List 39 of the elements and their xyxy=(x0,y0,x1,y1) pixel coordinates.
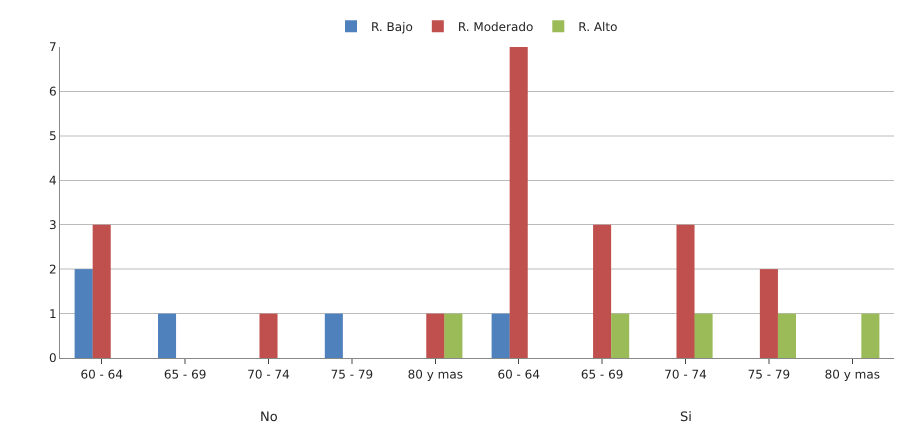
y-tick-label: 2 xyxy=(48,262,57,276)
legend-label: R. Moderado xyxy=(458,20,534,34)
bar xyxy=(444,314,462,358)
x-tick-label: 60 - 64 xyxy=(80,367,123,382)
bar xyxy=(324,314,343,358)
bar xyxy=(426,314,444,358)
text: No xyxy=(260,410,278,425)
y-tick-label: 4 xyxy=(48,173,57,188)
bar xyxy=(74,269,93,358)
bar xyxy=(593,224,612,358)
bar xyxy=(158,314,176,358)
y-tick-label: 6 xyxy=(48,84,57,99)
bar xyxy=(694,314,713,358)
bar xyxy=(510,47,528,358)
x-tick-label: 65 - 69 xyxy=(164,367,206,382)
legend-label: R. Alto xyxy=(578,20,618,34)
x-tick-label: 80 y mas xyxy=(408,367,463,382)
y-tick-label: 0 xyxy=(48,351,57,366)
y-tick-label: 5 xyxy=(48,129,57,144)
y-tick-label: 1 xyxy=(48,306,57,321)
bar xyxy=(259,314,278,358)
bar xyxy=(92,224,111,358)
bar xyxy=(778,314,796,358)
x-tick-label: 70 - 74 xyxy=(664,367,707,382)
bar xyxy=(492,314,510,358)
bar xyxy=(861,314,880,358)
x-tick-label: 80 y mas xyxy=(824,367,880,382)
bar xyxy=(611,314,630,358)
y-tick-label: 7 xyxy=(48,40,57,54)
x-tick-label: 65 - 69 xyxy=(580,367,624,382)
bar xyxy=(676,224,695,358)
text: Si xyxy=(680,410,692,425)
x-tick-label: 75 - 79 xyxy=(748,367,790,382)
x-tick-label: 75 - 79 xyxy=(330,367,374,382)
y-tick-label: 3 xyxy=(48,218,57,232)
bar xyxy=(760,269,778,358)
x-tick-label: 70 - 74 xyxy=(247,367,290,382)
x-tick-label: 60 - 64 xyxy=(497,367,540,382)
legend-label: R. Bajo xyxy=(371,20,413,34)
